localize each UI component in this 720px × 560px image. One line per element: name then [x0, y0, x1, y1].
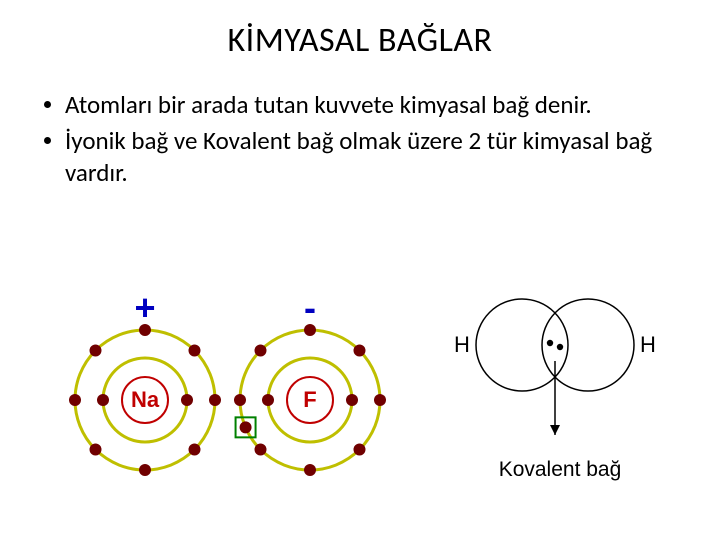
bullet-list: Atomları bir arada tutan kuvvete kimyasa… [0, 89, 720, 189]
covalent-bond-diagram: HH Kovalent bağ [440, 285, 680, 505]
svg-text:-: - [304, 287, 316, 328]
covalent-svg: HH [440, 285, 680, 445]
bullet-text: Atomları bir arada tutan kuvvete kimyasa… [65, 89, 592, 121]
svg-text:Na: Na [131, 387, 160, 412]
ionic-bond-diagram: Na F + - [60, 285, 400, 505]
bullet-dot-icon [44, 137, 51, 144]
bullet-dot-icon [44, 101, 51, 108]
svg-text:H: H [454, 332, 470, 357]
bullet-item: İyonik bağ ve Kovalent bağ olmak üzere 2… [44, 125, 690, 189]
bullet-item: Atomları bir arada tutan kuvvete kimyasa… [44, 89, 690, 121]
svg-text:F: F [303, 387, 316, 412]
ionic-svg: Na F + - [60, 285, 400, 505]
bullet-text: İyonik bağ ve Kovalent bağ olmak üzere 2… [65, 125, 690, 189]
page-title: KİMYASAL BAĞLAR [0, 20, 720, 61]
svg-text:+: + [134, 287, 155, 328]
covalent-caption: Kovalent bağ [440, 458, 680, 482]
diagram-area: NaF+- HH Kovalent bağ [0, 275, 720, 535]
svg-text:H: H [640, 332, 656, 357]
